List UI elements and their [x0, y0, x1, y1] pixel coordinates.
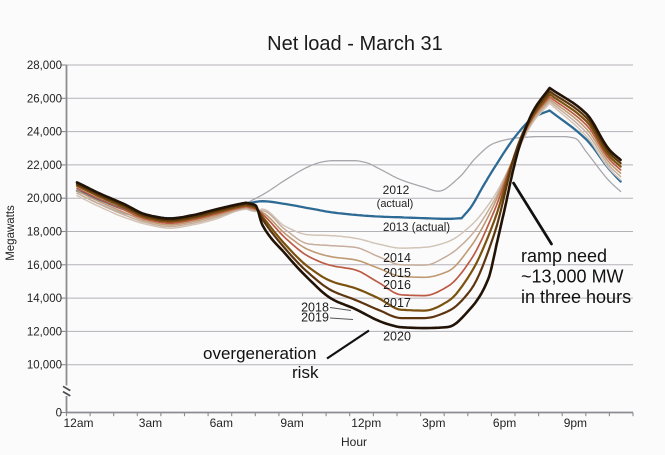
- svg-text:~13,000 MW: ~13,000 MW: [521, 267, 624, 287]
- svg-text:12am: 12am: [64, 416, 94, 430]
- svg-text:10,000: 10,000: [27, 360, 62, 372]
- svg-text:2018: 2018: [301, 301, 329, 315]
- svg-text:2016: 2016: [383, 278, 411, 292]
- svg-text:20,000: 20,000: [27, 193, 62, 205]
- svg-text:0: 0: [56, 408, 62, 420]
- svg-text:2020: 2020: [383, 330, 411, 344]
- svg-text:overgeneration: overgeneration: [203, 344, 316, 363]
- svg-text:9am: 9am: [280, 416, 303, 430]
- svg-text:6pm: 6pm: [493, 416, 516, 430]
- svg-text:14,000: 14,000: [27, 293, 62, 305]
- svg-text:26,000: 26,000: [27, 93, 62, 105]
- svg-text:risk: risk: [292, 363, 319, 382]
- svg-text:12,000: 12,000: [27, 326, 62, 338]
- svg-text:2017: 2017: [383, 296, 411, 310]
- svg-text:24,000: 24,000: [27, 127, 62, 139]
- svg-text:ramp need: ramp need: [521, 246, 607, 266]
- svg-text:2012: 2012: [383, 183, 410, 197]
- svg-text:6am: 6am: [210, 416, 233, 430]
- svg-text:2014: 2014: [383, 251, 411, 265]
- svg-text:in three hours: in three hours: [521, 287, 631, 307]
- svg-text:3am: 3am: [139, 416, 162, 430]
- svg-text:Net load - March 31: Net load - March 31: [267, 33, 443, 55]
- svg-text:(actual): (actual): [377, 198, 414, 210]
- svg-text:16,000: 16,000: [27, 260, 62, 272]
- svg-text:22,000: 22,000: [27, 160, 62, 172]
- svg-text:12pm: 12pm: [351, 416, 381, 430]
- svg-text:Hour: Hour: [341, 435, 367, 449]
- svg-text:28,000: 28,000: [27, 60, 62, 72]
- svg-text:3pm: 3pm: [422, 416, 445, 430]
- svg-text:18,000: 18,000: [27, 227, 62, 239]
- svg-text:2013 (actual): 2013 (actual): [383, 222, 450, 234]
- svg-text:2015: 2015: [383, 266, 411, 280]
- svg-text:Megawatts: Megawatts: [5, 205, 17, 261]
- svg-text:2019: 2019: [301, 311, 329, 325]
- svg-text:9pm: 9pm: [564, 416, 587, 430]
